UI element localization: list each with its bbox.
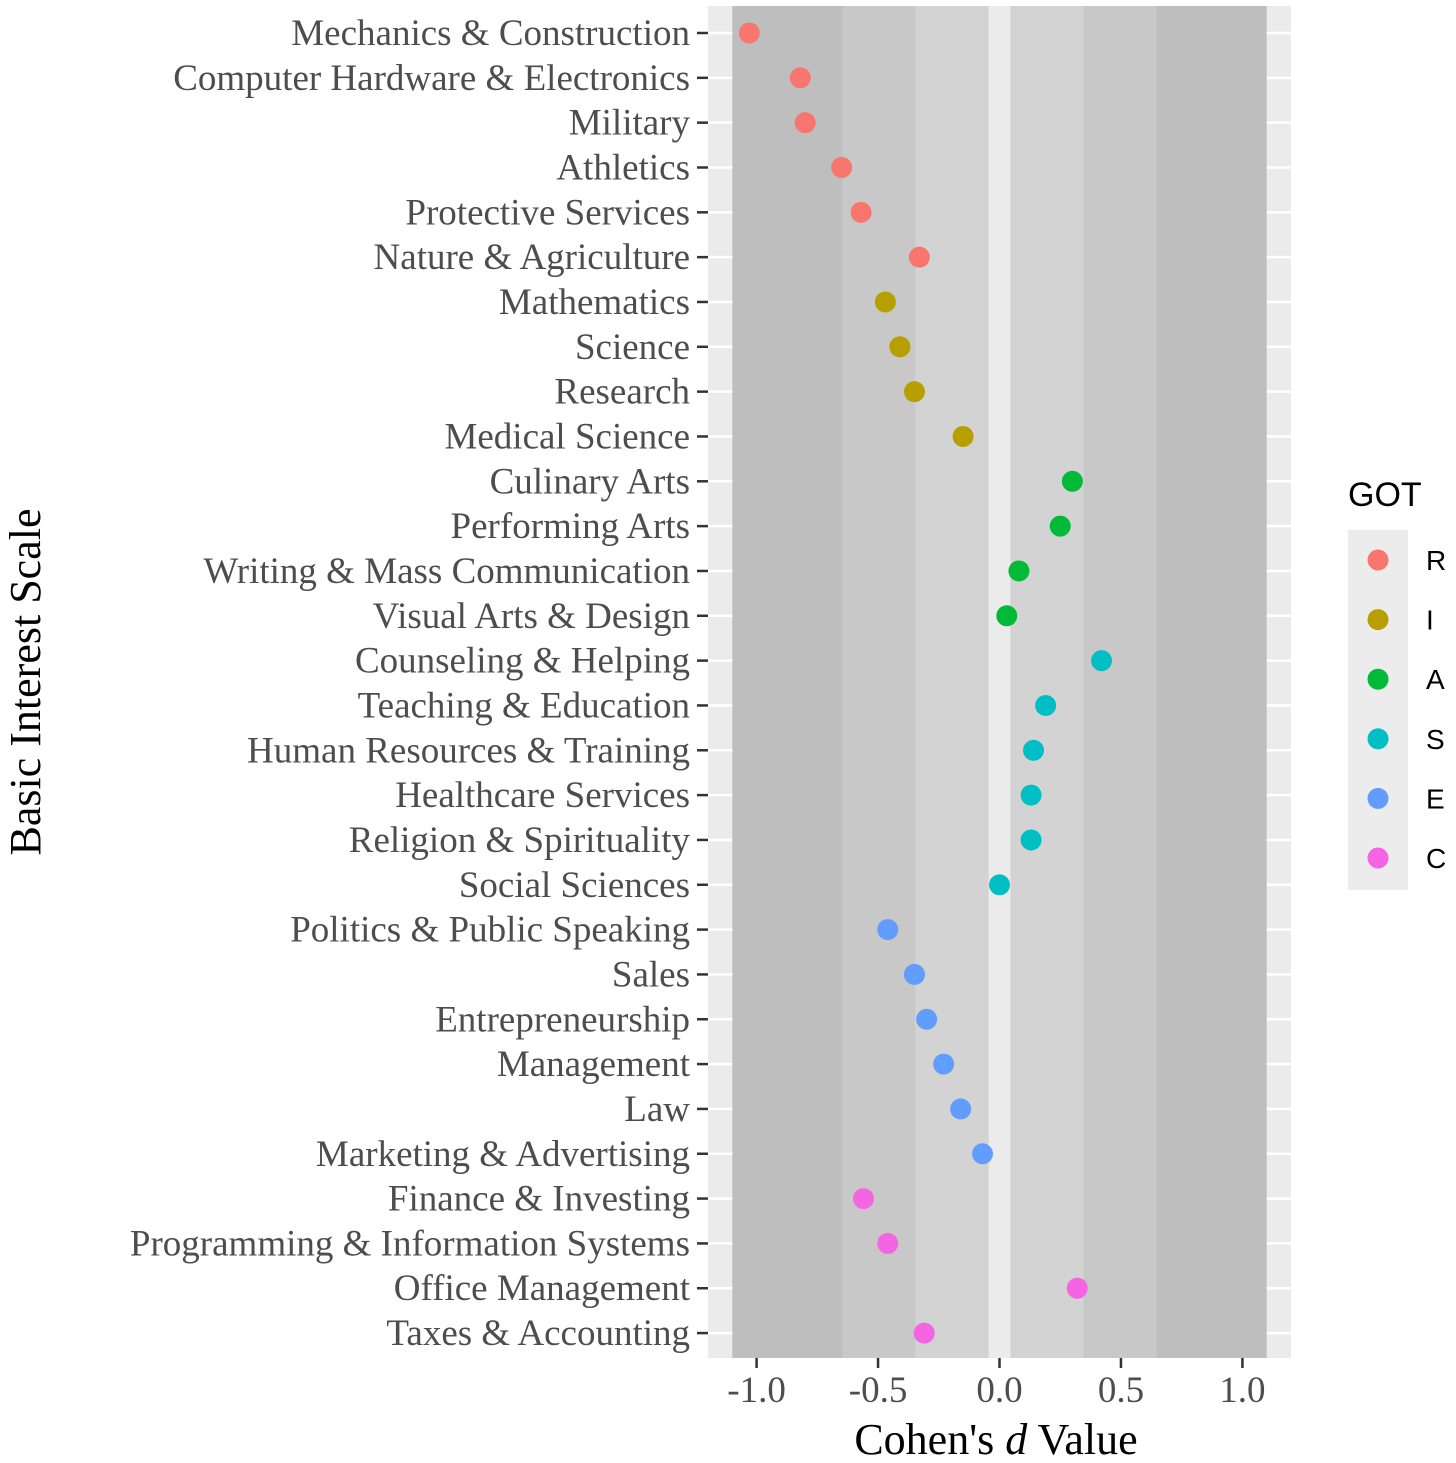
category-label: Culinary Arts [490, 461, 690, 502]
x-tick-label: 0.0 [976, 1370, 1022, 1411]
data-point [950, 1098, 972, 1120]
y-axis-ticks [697, 31, 708, 1335]
legend-key-S [1367, 728, 1389, 750]
category-label: Entrepreneurship [435, 999, 690, 1040]
data-point [1020, 784, 1042, 806]
category-label: Social Sciences [459, 865, 690, 906]
legend-label: C [1426, 843, 1446, 874]
data-point [1049, 515, 1071, 537]
category-label: Protective Services [405, 192, 690, 233]
legend-key-R [1367, 549, 1389, 571]
category-label: Nature & Agriculture [374, 237, 690, 278]
band-4 [1083, 6, 1157, 1358]
x-tick-label: 0.5 [1098, 1370, 1144, 1411]
data-point [933, 1053, 955, 1075]
category-label: Office Management [394, 1268, 691, 1309]
category-label: Mechanics & Construction [291, 13, 690, 54]
category-label: Law [624, 1089, 690, 1130]
legend-key-C [1367, 847, 1389, 869]
data-point [850, 201, 872, 223]
data-point [1020, 829, 1042, 851]
band-0 [732, 6, 843, 1358]
legend-label: R [1426, 545, 1446, 576]
category-label: Teaching & Education [358, 685, 690, 726]
band-1 [842, 6, 916, 1358]
data-point [903, 381, 925, 403]
data-point [971, 1143, 993, 1165]
gridlines [708, 31, 1291, 1335]
data-point [889, 336, 911, 358]
category-label: Military [569, 103, 691, 144]
band-5 [1156, 6, 1267, 1358]
data-point [913, 1322, 935, 1344]
data-point [996, 605, 1018, 627]
category-label: Programming & Information Systems [130, 1223, 690, 1264]
data-point [1091, 650, 1113, 672]
legend-label: E [1426, 783, 1445, 814]
data-point [952, 425, 974, 447]
category-label: Healthcare Services [395, 775, 690, 816]
effect-size-bands [732, 6, 1267, 1358]
legend-label: I [1426, 605, 1434, 636]
category-label: Counseling & Helping [355, 641, 690, 682]
category-label: Taxes & Accounting [386, 1313, 690, 1354]
legend-key-A [1367, 668, 1389, 690]
category-label: Writing & Mass Communication [203, 551, 690, 592]
category-label: Computer Hardware & Electronics [173, 58, 690, 99]
x-tick-label: -0.5 [849, 1370, 908, 1411]
category-label: Athletics [556, 147, 690, 188]
data-point [852, 1188, 874, 1210]
data-point [1061, 470, 1083, 492]
legend-key-I [1367, 609, 1389, 631]
category-label: Medical Science [444, 416, 690, 457]
data-point [831, 156, 853, 178]
data-point [1023, 739, 1045, 761]
legend-key-background [1348, 530, 1408, 890]
data-point [877, 919, 899, 941]
category-label: Marketing & Advertising [316, 1134, 690, 1175]
x-axis-ticks [755, 1358, 1244, 1368]
legend-label: A [1426, 664, 1445, 695]
legend-title: GOT [1348, 476, 1422, 514]
data-point [908, 246, 930, 268]
data-point [1035, 694, 1057, 716]
x-axis-tick-labels: -1.0 -0.5 0.0 0.5 1.0 [727, 1370, 1265, 1411]
data-point [916, 1008, 938, 1030]
category-label: Management [497, 1044, 691, 1085]
category-label: Finance & Investing [388, 1179, 690, 1220]
category-label: Performing Arts [451, 506, 690, 547]
category-label: Science [575, 327, 690, 368]
category-label: Politics & Public Speaking [290, 910, 690, 951]
data-point [1008, 560, 1030, 582]
data-point [903, 963, 925, 985]
legend-label: S [1426, 724, 1445, 755]
data-point [794, 112, 816, 134]
category-label: Human Resources & Training [247, 730, 690, 771]
category-label: Religion & Spirituality [349, 820, 691, 861]
x-axis-title: Cohen's d Value [854, 1415, 1137, 1463]
x-tick-label: -1.0 [727, 1370, 786, 1411]
data-point [989, 874, 1010, 896]
legend-key-E [1367, 787, 1389, 809]
data-point [789, 67, 811, 89]
x-tick-label: 1.0 [1219, 1370, 1265, 1411]
data-point [738, 22, 760, 44]
band-2 [915, 6, 989, 1358]
category-label: Sales [612, 954, 690, 995]
category-label: Visual Arts & Design [373, 596, 690, 637]
y-axis-title: Basic Interest Scale [1, 509, 50, 856]
data-points [738, 22, 1113, 1344]
category-label: Mathematics [499, 282, 690, 323]
data-point [874, 291, 896, 313]
data-point [877, 1232, 899, 1254]
category-label: Research [554, 372, 690, 413]
data-point [1066, 1277, 1088, 1299]
band-3 [1010, 6, 1084, 1358]
